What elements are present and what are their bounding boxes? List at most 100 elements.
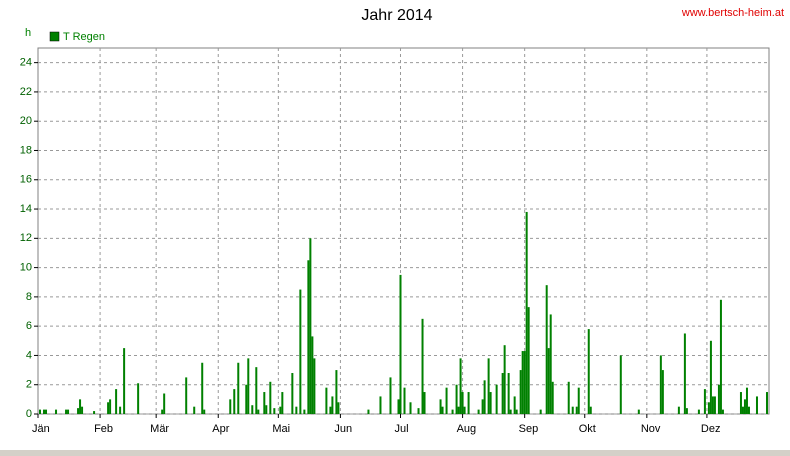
bar bbox=[115, 389, 118, 414]
bar bbox=[397, 399, 400, 414]
bar bbox=[619, 355, 622, 414]
bar bbox=[65, 409, 68, 414]
bar bbox=[571, 406, 574, 414]
bar bbox=[567, 381, 570, 414]
bar bbox=[55, 409, 58, 414]
y-tick-label: 18 bbox=[20, 144, 32, 156]
bar bbox=[741, 406, 744, 414]
bar bbox=[109, 399, 112, 414]
x-tick-label: Mär bbox=[150, 423, 169, 435]
bar bbox=[551, 381, 554, 414]
y-tick-label: 16 bbox=[20, 174, 32, 186]
x-tick-label: Mai bbox=[272, 423, 290, 435]
bar bbox=[273, 408, 276, 414]
y-tick-label: 2 bbox=[26, 379, 32, 391]
bar bbox=[439, 399, 442, 414]
bar bbox=[263, 392, 266, 414]
bar bbox=[661, 370, 664, 414]
bar bbox=[161, 409, 164, 414]
bar bbox=[93, 411, 96, 414]
bar bbox=[313, 358, 316, 414]
bar bbox=[451, 409, 454, 414]
bar bbox=[137, 383, 140, 414]
bar bbox=[685, 408, 688, 414]
bar bbox=[281, 392, 284, 414]
x-tick-label: Jun bbox=[334, 423, 352, 435]
bar bbox=[123, 348, 126, 414]
bar bbox=[489, 392, 492, 414]
x-tick-label: Aug bbox=[457, 423, 477, 435]
x-tick-label: Apr bbox=[212, 423, 229, 435]
bar bbox=[45, 409, 48, 414]
y-tick-label: 20 bbox=[20, 115, 32, 127]
bar bbox=[265, 405, 268, 414]
y-tick-label: 10 bbox=[20, 262, 32, 274]
bar bbox=[367, 409, 370, 414]
bar bbox=[523, 351, 526, 414]
bar bbox=[163, 393, 166, 414]
bar bbox=[697, 409, 700, 414]
bar bbox=[549, 314, 552, 414]
bar bbox=[527, 307, 530, 414]
bar bbox=[331, 396, 334, 414]
source-link[interactable]: www.bertsch-heim.at bbox=[681, 7, 784, 19]
bar bbox=[455, 384, 458, 414]
bar bbox=[717, 384, 720, 414]
bar bbox=[459, 358, 462, 414]
y-tick-label: 14 bbox=[20, 203, 32, 215]
bar bbox=[743, 399, 746, 414]
plot-area bbox=[37, 47, 770, 415]
bar bbox=[337, 402, 340, 414]
bar bbox=[637, 409, 640, 414]
bar bbox=[193, 406, 196, 414]
bar bbox=[81, 406, 84, 414]
bar bbox=[255, 367, 258, 414]
bar bbox=[503, 345, 506, 414]
bar bbox=[545, 285, 548, 414]
bar bbox=[299, 289, 302, 414]
bar bbox=[119, 406, 122, 414]
bar bbox=[719, 299, 722, 414]
bar bbox=[279, 406, 282, 414]
x-tick-label: Dez bbox=[701, 423, 721, 435]
bar bbox=[245, 384, 248, 414]
bar bbox=[43, 409, 46, 414]
bar bbox=[507, 373, 510, 414]
bar bbox=[67, 409, 70, 414]
bar bbox=[519, 370, 522, 414]
bar bbox=[525, 211, 528, 414]
bar bbox=[747, 406, 750, 414]
y-tick-label: 12 bbox=[20, 232, 32, 244]
bar bbox=[379, 396, 382, 414]
bar bbox=[295, 406, 298, 414]
bar bbox=[495, 384, 498, 414]
y-tick-label: 6 bbox=[26, 320, 32, 332]
bar bbox=[399, 274, 402, 414]
y-tick-label: 24 bbox=[20, 57, 32, 69]
legend-swatch bbox=[49, 31, 60, 42]
y-tick-label: 4 bbox=[26, 349, 32, 361]
bar bbox=[229, 399, 232, 414]
bar bbox=[745, 387, 748, 414]
bar bbox=[703, 389, 706, 414]
bar bbox=[291, 373, 294, 414]
bar bbox=[683, 333, 686, 414]
bar bbox=[501, 373, 504, 414]
bar bbox=[417, 408, 420, 414]
bar bbox=[203, 409, 206, 414]
bar bbox=[77, 408, 80, 414]
bar bbox=[707, 402, 710, 414]
bar bbox=[325, 387, 328, 414]
bar bbox=[577, 387, 580, 414]
y-tick-label: 22 bbox=[20, 86, 32, 98]
bar bbox=[547, 348, 550, 414]
bar bbox=[309, 238, 312, 414]
bar bbox=[589, 406, 592, 414]
x-tick-label: Jul bbox=[394, 423, 408, 435]
bar bbox=[421, 318, 424, 414]
legend-label: T Regen bbox=[63, 31, 105, 43]
bar bbox=[311, 336, 314, 414]
bar bbox=[307, 260, 310, 414]
bar bbox=[713, 396, 716, 414]
